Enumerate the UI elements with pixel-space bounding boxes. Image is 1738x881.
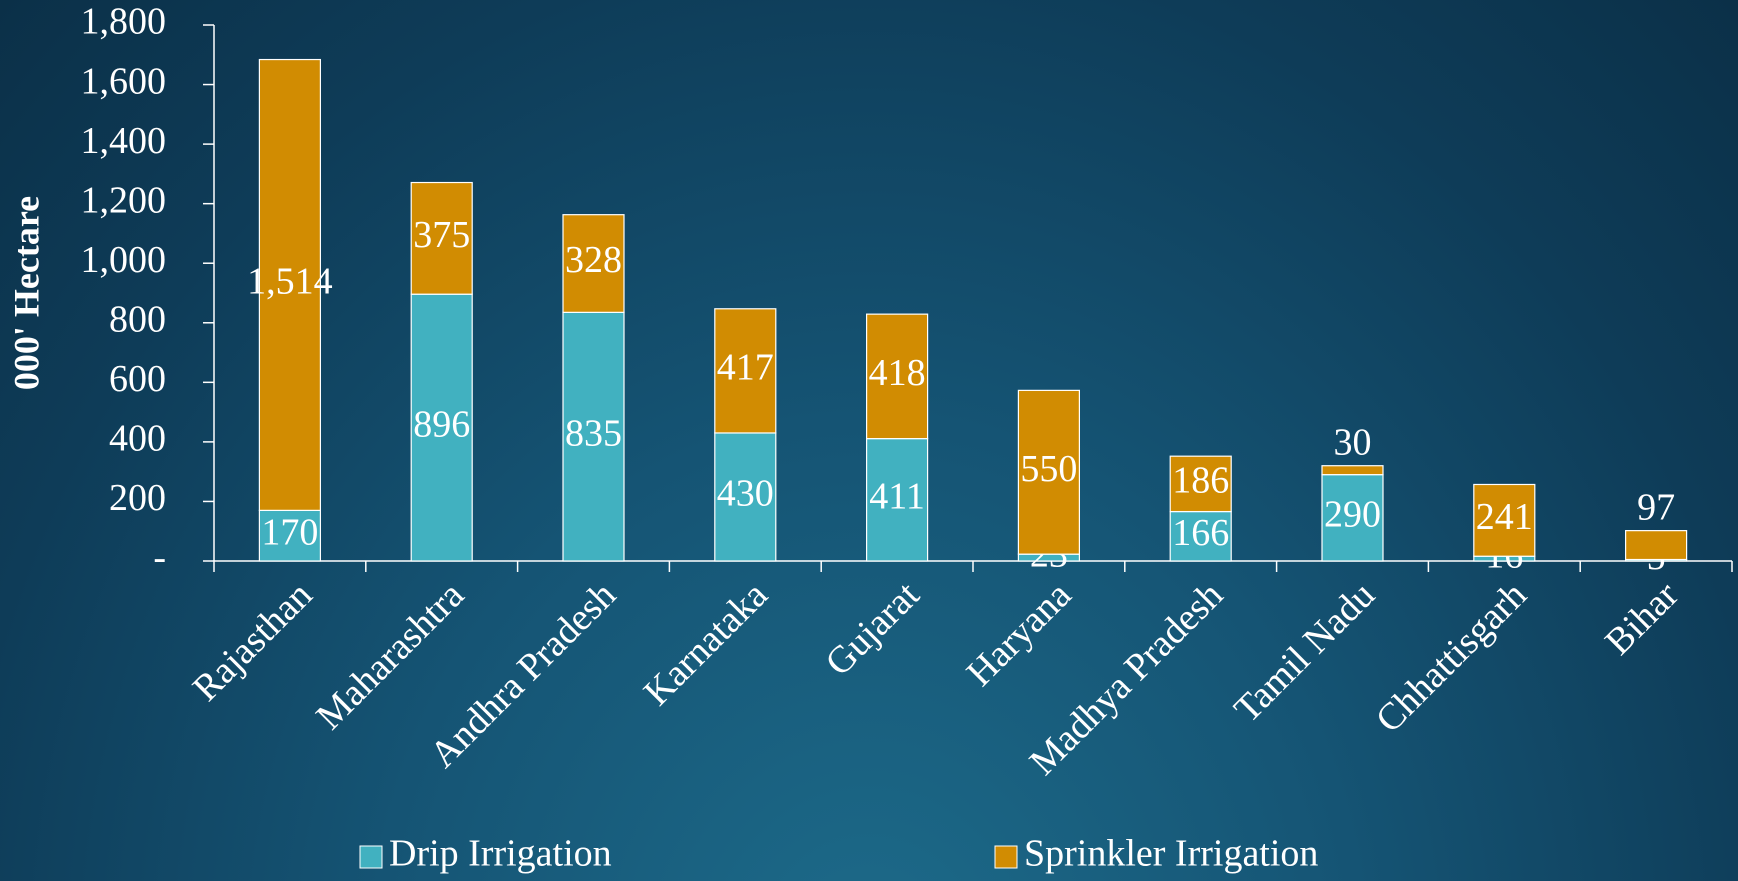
- y-axis-label: 000' Hectare: [6, 196, 46, 390]
- legend-swatch: [994, 845, 1018, 869]
- data-label: 97: [1637, 486, 1675, 528]
- bar-segment: [410, 181, 473, 295]
- data-label: 186: [1172, 460, 1229, 502]
- y-tick-label: 1,400: [81, 120, 167, 162]
- x-tick-label: Tamil Nadu: [1226, 574, 1383, 731]
- y-tick-label: -: [153, 537, 166, 579]
- data-label: 430: [717, 473, 774, 515]
- bar-segment: [1321, 465, 1384, 476]
- legend-label: Drip Irrigation: [389, 833, 612, 875]
- bar-segment: [1017, 389, 1081, 555]
- data-label: 835: [565, 412, 622, 454]
- bar-segment: [1169, 455, 1232, 513]
- bar-segment: [258, 509, 321, 562]
- legend-swatch: [359, 845, 383, 869]
- x-tick-label: Maharashtra: [308, 574, 472, 738]
- x-tick-label: Rajasthan: [185, 574, 321, 710]
- data-label: 290: [1324, 494, 1381, 536]
- bar-segment: [1321, 474, 1384, 562]
- data-label: 375: [413, 214, 470, 256]
- data-label: 170: [261, 511, 318, 553]
- y-tick-label: 1,800: [81, 1, 167, 43]
- bar-segment: [714, 308, 777, 434]
- data-label: 418: [869, 352, 926, 394]
- bar-segment: [865, 438, 929, 562]
- data-label: 417: [717, 347, 774, 389]
- y-tick-label: 400: [109, 418, 166, 460]
- bar-segment: [1624, 530, 1688, 561]
- data-label: 896: [413, 403, 470, 445]
- data-label: 30: [1334, 421, 1372, 463]
- y-tick-label: 600: [109, 358, 166, 400]
- bar-segment: [410, 293, 473, 562]
- legend-label: Sprinkler Irrigation: [1024, 833, 1318, 875]
- bar-segment: [258, 58, 321, 511]
- data-label: 241: [1476, 496, 1533, 538]
- bar-segment: [714, 432, 777, 562]
- data-label: 166: [1172, 512, 1229, 554]
- bar-segment: [562, 214, 625, 313]
- y-tick-label: 1,600: [81, 60, 167, 102]
- data-label: 411: [869, 476, 925, 518]
- bar-segment: [1473, 483, 1536, 557]
- bar-segment: [865, 313, 929, 440]
- y-tick-label: 1,000: [81, 239, 167, 281]
- bar-segment: [562, 311, 625, 562]
- data-label: 1,514: [247, 261, 333, 303]
- x-tick-label: Gujarat: [817, 574, 928, 685]
- bar-segment: [1169, 510, 1232, 562]
- x-tick-label: Haryana: [959, 574, 1080, 695]
- x-tick-label: Karnataka: [636, 574, 776, 714]
- x-tick-label: Chhattisgarh: [1368, 574, 1535, 741]
- y-tick-label: 200: [109, 477, 166, 519]
- data-label: 550: [1020, 448, 1077, 490]
- y-tick-label: 1,200: [81, 179, 167, 221]
- y-tick-label: 800: [109, 298, 166, 340]
- data-label: 328: [565, 239, 622, 281]
- x-tick-label: Bihar: [1597, 574, 1687, 664]
